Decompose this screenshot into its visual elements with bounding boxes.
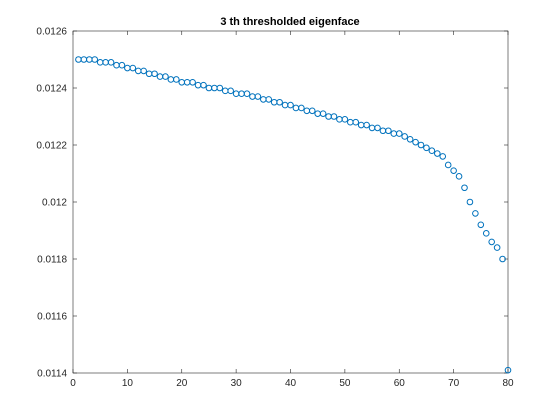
data-point — [423, 144, 430, 152]
data-point — [488, 238, 495, 246]
data-point — [298, 104, 305, 112]
data-point — [200, 81, 207, 89]
data-point — [395, 130, 403, 137]
data-point — [91, 56, 99, 63]
data-point — [118, 61, 126, 69]
data-point — [151, 70, 158, 78]
data-point — [439, 153, 447, 160]
data-point — [461, 184, 468, 192]
data-point — [493, 244, 501, 251]
data-point — [401, 133, 408, 140]
data-point — [308, 107, 316, 115]
data-point — [417, 141, 425, 149]
chart-title: 3 th thresholded eigenface — [220, 16, 359, 28]
data-point — [444, 161, 452, 169]
data-point — [173, 76, 180, 83]
data-point — [374, 124, 381, 132]
data-point — [287, 101, 294, 109]
x-tick-label: 10 — [122, 378, 134, 389]
data-point — [216, 84, 224, 92]
data-point — [466, 198, 474, 206]
y-tick-label: 0.0124 — [36, 84, 67, 95]
data-point — [504, 366, 512, 374]
data-point — [107, 59, 115, 66]
data-point — [450, 167, 457, 174]
y-tick-label: 0.0122 — [36, 141, 67, 152]
data-point — [276, 98, 283, 106]
data-point — [434, 150, 441, 157]
data-point — [428, 147, 436, 154]
y-tick-label: 0.0116 — [37, 312, 67, 323]
data-point — [330, 113, 338, 120]
data-point — [352, 118, 360, 126]
x-tick-label: 70 — [448, 378, 460, 389]
data-point — [227, 87, 234, 95]
data-point — [265, 96, 273, 103]
data-point — [482, 230, 490, 237]
x-tick-label: 80 — [502, 378, 514, 389]
data-point — [499, 255, 506, 263]
y-tick-label: 0.0114 — [37, 369, 67, 380]
data-point — [162, 73, 169, 80]
axes: 0 10 20 30 40 50 60 70 80 0.0114 0.0116 0.0118 0.012… — [36, 27, 514, 390]
y-tick-label: 0.0126 — [36, 27, 67, 38]
x-tick-label: 60 — [394, 378, 406, 389]
y-tick-label: 0.012 — [42, 198, 67, 209]
x-tick-label: 20 — [176, 378, 188, 389]
data-point — [140, 67, 147, 75]
data-point — [243, 90, 251, 97]
data-point — [412, 138, 419, 146]
data-point — [472, 210, 479, 217]
data-point — [319, 110, 327, 117]
data-point — [254, 93, 262, 100]
data-point — [385, 127, 392, 135]
data-markers — [75, 56, 512, 374]
x-tick-label: 40 — [285, 378, 297, 389]
data-point — [129, 64, 137, 72]
data-point — [406, 136, 414, 143]
x-tick-label: 30 — [231, 378, 243, 389]
data-point — [189, 79, 196, 86]
x-tick-label: 50 — [339, 378, 351, 389]
data-point — [341, 116, 349, 123]
data-point — [455, 173, 463, 180]
y-tick-label: 0.0118 — [37, 255, 67, 266]
data-point — [363, 121, 370, 129]
data-point — [477, 221, 485, 229]
x-tick-label: 0 — [70, 378, 76, 389]
